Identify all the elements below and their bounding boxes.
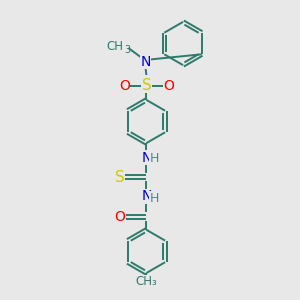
Text: CH: CH <box>106 40 123 53</box>
Text: H: H <box>149 191 159 205</box>
Text: N: N <box>140 55 151 68</box>
Text: N: N <box>141 151 152 164</box>
Text: H: H <box>149 152 159 166</box>
Text: S: S <box>142 78 151 93</box>
Text: CH₃: CH₃ <box>136 275 157 288</box>
Text: S: S <box>115 169 125 184</box>
Text: O: O <box>119 79 130 92</box>
Text: 3: 3 <box>124 45 130 55</box>
Text: N: N <box>141 190 152 203</box>
Text: O: O <box>115 210 125 224</box>
Text: O: O <box>163 79 174 92</box>
